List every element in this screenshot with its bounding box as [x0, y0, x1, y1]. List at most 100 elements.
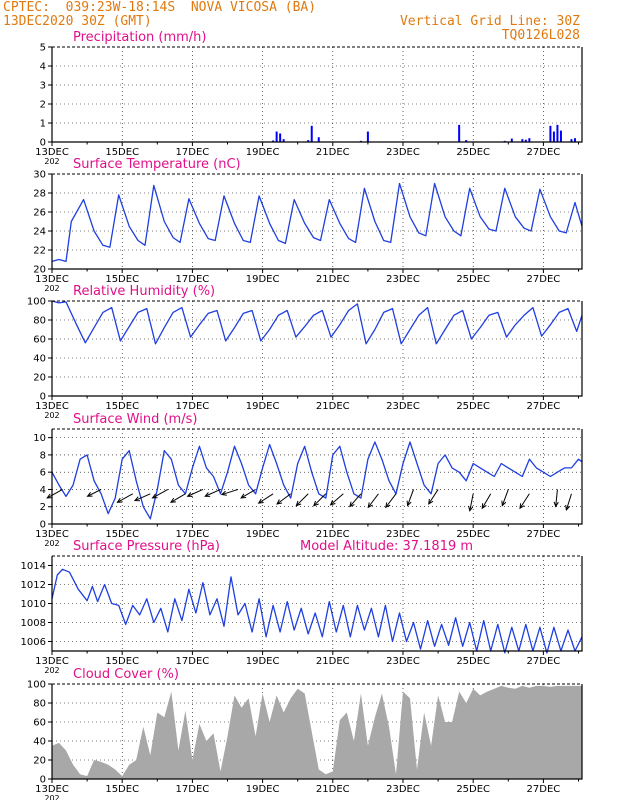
precip-bar [559, 130, 562, 142]
y-tick-label: 60 [33, 718, 46, 729]
wind-vector-arrow [295, 493, 309, 507]
wind-vector-arrowhead [519, 503, 525, 510]
wind-vector-arrowhead [313, 500, 319, 507]
panel-precip: 0 1 2 3 4 5 13DEC 15DEC 17DEC 19DEC 21DEC 23DEC 25DE… [35, 30, 583, 166]
wind-vector-arrowhead [481, 503, 487, 510]
panel-cloud: 0 20 40 60 80 100 13DEC 15DEC 17DEC 19DEC 21DEC 23D… [27, 667, 583, 800]
y-tick-label: 1006 [21, 637, 46, 648]
precip-bar [310, 125, 313, 142]
wind-vector-arrow [204, 488, 221, 497]
y-tick-label: 40 [33, 354, 46, 365]
x-tick-label: 23DEC [386, 147, 420, 158]
y-tick-label: 8 [40, 450, 46, 461]
x-tick-label: 17DEC [176, 274, 210, 285]
y-tick-label: 80 [33, 316, 46, 327]
wind-vector-arrowhead [116, 497, 123, 503]
x-tick-label: 21DEC [316, 784, 350, 795]
wind-vector-arrow [134, 493, 151, 502]
y-tick-label: 4 [40, 62, 46, 73]
y-tick-label: 5 [40, 43, 46, 54]
panel-frame [51, 301, 583, 397]
x-tick-label: 17DEC [176, 656, 210, 667]
x-tick-label: 25DEC [456, 529, 490, 540]
wind-vector-arrowhead [565, 504, 571, 512]
panel-pres: 1006 1008 1010 1012 1014 13DEC 15DEC 17DEC 19DEC… [21, 539, 583, 675]
wind-vector-arrowhead [428, 498, 434, 505]
x-tick-label: 15DEC [105, 147, 139, 158]
y-tick-label: 2 [40, 502, 46, 513]
y-tick-label: 6 [40, 468, 46, 479]
precip-bar [570, 139, 573, 142]
wind-vector-arrow [481, 493, 492, 509]
y-tick-label: 20 [33, 373, 46, 384]
panel-temp: 20 22 24 26 28 30 13DEC 15DEC 17DEC 19DEC 21DEC 23D… [33, 157, 583, 293]
x-tick-label: 23DEC [386, 274, 420, 285]
y-tick-label: 100 [27, 680, 46, 691]
wind-vector-arrow [221, 488, 239, 496]
wind-vector-arrow [519, 493, 530, 509]
wind-vector-arrowhead [169, 497, 176, 503]
y-tick-label: 0 [40, 520, 46, 531]
precip-bar [366, 131, 369, 142]
x-tick-label: 27DEC [527, 401, 561, 412]
y-tick-label: 30 [33, 170, 46, 181]
precip-bar [465, 140, 468, 142]
x-tick-label: 15DEC [105, 784, 139, 795]
x-tick-label: 21DEC [316, 656, 350, 667]
wind-vector-arrowhead [329, 500, 336, 506]
x-tick-label: 21DEC [316, 401, 350, 412]
header-model-code: TQ0126L028 [501, 28, 580, 43]
x-tick-label: 25DEC [456, 274, 490, 285]
pres-annotation: Model Altitude: 37.1819 m [300, 539, 473, 554]
header-grid-note: Vertical Grid Line: 30Z [399, 14, 580, 29]
y-tick-label: 1008 [21, 618, 46, 629]
wind-vector-arrow [385, 493, 397, 508]
precip-bar [307, 140, 310, 142]
rh-title: Relative Humidity (%) [73, 284, 215, 299]
panel-frame [51, 47, 583, 143]
x-year-label: 202 [44, 794, 59, 800]
wind-vector-arrowhead [86, 491, 93, 497]
panel-frame [51, 684, 583, 780]
wind-vector-arrow [170, 493, 186, 503]
wind-vector-arrowhead [204, 492, 211, 497]
y-tick-label: 0 [40, 392, 46, 403]
x-tick-label: 17DEC [176, 529, 210, 540]
y-tick-label: 0 [40, 775, 46, 786]
cloud-cover-area [52, 685, 582, 779]
y-tick-label: 20 [33, 756, 46, 767]
x-tick-label: 21DEC [316, 274, 350, 285]
wind-series-line [51, 441, 583, 520]
x-tick-label: 19DEC [246, 529, 280, 540]
x-tick-label: 15DEC [105, 656, 139, 667]
y-tick-label: 20 [33, 265, 46, 276]
x-tick-label: 27DEC [527, 274, 561, 285]
x-tick-label: 19DEC [246, 274, 280, 285]
wind-title: Surface Wind (m/s) [73, 412, 197, 427]
x-tick-label: 21DEC [316, 529, 350, 540]
wind-vector-arrow [555, 489, 558, 507]
wind-vector-arrow [469, 493, 474, 511]
precip-bar [552, 131, 555, 142]
pres-title: Surface Pressure (hPa) [73, 539, 220, 554]
x-tick-label: 15DEC [105, 529, 139, 540]
x-tick-label: 25DEC [456, 656, 490, 667]
precip-bar [275, 131, 278, 142]
wind-vector-arrow [565, 493, 572, 511]
y-tick-label: 0 [40, 138, 46, 149]
y-tick-label: 100 [27, 297, 46, 308]
y-tick-label: 4 [40, 485, 46, 496]
x-tick-label: 25DEC [456, 784, 490, 795]
wind-vector-arrowhead [367, 502, 373, 509]
precip-bar [282, 139, 285, 142]
x-tick-label: 27DEC [527, 656, 561, 667]
precip-bar [521, 139, 524, 142]
x-tick-label: 13DEC [35, 529, 69, 540]
x-tick-label: 25DEC [456, 147, 490, 158]
x-tick-label: 13DEC [35, 656, 69, 667]
x-tick-label: 19DEC [246, 784, 280, 795]
pres-series-line [51, 568, 583, 654]
x-tick-label: 13DEC [35, 274, 69, 285]
wind-vector-arrowhead [349, 501, 355, 508]
